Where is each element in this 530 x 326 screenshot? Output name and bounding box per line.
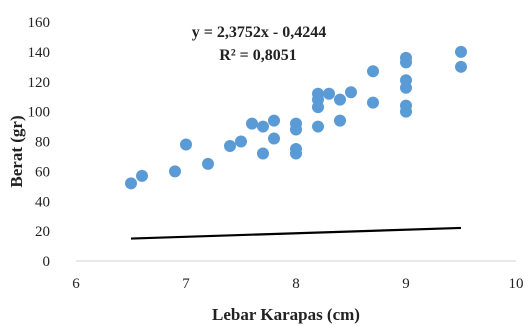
data-point (268, 132, 280, 145)
data-point (400, 56, 412, 69)
data-point (136, 169, 148, 182)
data-point (323, 87, 335, 100)
data-point (235, 135, 247, 148)
y-tick-label: 140 (28, 45, 51, 61)
data-point (334, 93, 346, 106)
labels-group: 0 20 40 60 80 100 120 140 160 6 7 8 9 10 Lebar Karapas… (7, 15, 524, 324)
data-point (400, 81, 412, 94)
y-tick-label: 160 (28, 15, 51, 31)
data-point (312, 101, 324, 114)
x-axis-title: Lebar Karapas (cm) (212, 305, 360, 324)
trendline-equation: y = 2,3752x - 0,4244 (192, 24, 326, 41)
data-point (455, 45, 467, 58)
data-point (257, 120, 269, 133)
data-point (202, 157, 214, 170)
data-point (400, 105, 412, 118)
x-tick-label: 9 (402, 276, 410, 292)
data-point (169, 165, 181, 178)
data-point (367, 96, 379, 109)
data-point (180, 138, 192, 151)
y-tick-label: 60 (35, 164, 50, 180)
x-tick-label: 7 (182, 276, 190, 292)
y-tick-label: 80 (35, 135, 50, 151)
data-point (125, 177, 137, 190)
y-tick-label: 120 (28, 75, 51, 91)
trendline (130, 226, 462, 240)
data-point (367, 65, 379, 78)
x-tick-label: 10 (509, 276, 524, 292)
r-squared-label: R² = 0,8051 (219, 47, 296, 64)
data-point (224, 139, 236, 152)
y-tick-label: 40 (35, 194, 50, 210)
data-point (257, 147, 269, 160)
trendline-group (130, 226, 462, 240)
data-point (455, 60, 467, 73)
x-tick-label: 6 (72, 276, 80, 292)
data-points (125, 45, 467, 190)
data-point (290, 123, 302, 136)
data-point (345, 86, 357, 99)
data-point (334, 114, 346, 127)
data-point (268, 114, 280, 127)
y-axis-title: Berat (gr) (7, 115, 26, 187)
data-point (312, 120, 324, 133)
y-tick-label: 100 (28, 105, 51, 121)
data-point (290, 147, 302, 160)
data-point (246, 117, 258, 130)
y-tick-label: 0 (43, 254, 51, 270)
y-tick-label: 20 (35, 224, 50, 240)
x-tick-label: 8 (292, 276, 300, 292)
